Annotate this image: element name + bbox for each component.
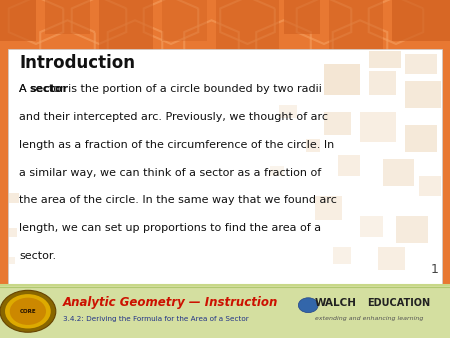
Text: a similar way, we can think of a sector as a fraction of: a similar way, we can think of a sector …: [19, 168, 322, 178]
Bar: [315, 196, 342, 220]
Text: A: A: [19, 84, 31, 95]
Bar: [369, 51, 400, 68]
Bar: [270, 166, 284, 176]
Bar: [405, 54, 436, 74]
Circle shape: [0, 290, 56, 332]
Bar: [360, 216, 382, 237]
Text: length as a fraction of the circumference of the circle. In: length as a fraction of the circumferenc…: [19, 140, 335, 150]
Text: length, we can set up proportions to find the area of a: length, we can set up proportions to fin…: [19, 223, 321, 233]
Text: EDUCATION: EDUCATION: [367, 298, 430, 308]
Text: the area of the circle. In the same way that we found arc: the area of the circle. In the same way …: [19, 195, 337, 206]
Bar: [338, 155, 360, 176]
Bar: [284, 0, 320, 34]
Text: sector.: sector.: [19, 251, 57, 261]
Text: Analytic Geometry — Instruction: Analytic Geometry — Instruction: [63, 296, 278, 309]
Bar: [333, 247, 351, 264]
Bar: [0, 0, 36, 41]
Bar: [8, 193, 19, 203]
Bar: [8, 257, 15, 264]
Text: Introduction: Introduction: [19, 54, 135, 72]
Bar: [162, 0, 207, 41]
Text: WALCH: WALCH: [315, 298, 357, 308]
Bar: [99, 0, 153, 51]
Bar: [8, 228, 17, 237]
Bar: [405, 125, 436, 152]
Bar: [396, 216, 428, 243]
Bar: [382, 159, 414, 186]
Bar: [306, 139, 319, 152]
Bar: [328, 0, 382, 51]
Circle shape: [10, 298, 46, 325]
Bar: [418, 176, 441, 196]
Bar: [0, 0, 450, 49]
Bar: [216, 0, 279, 51]
Text: CORE: CORE: [20, 309, 36, 314]
Bar: [279, 105, 297, 118]
Text: 3.4.2: Deriving the Formula for the Area of a Sector: 3.4.2: Deriving the Formula for the Area…: [63, 316, 248, 322]
Text: sector: sector: [29, 84, 68, 95]
Bar: [369, 71, 396, 95]
Bar: [8, 49, 442, 285]
Text: 1: 1: [431, 263, 439, 276]
Bar: [0, 285, 450, 338]
Text: extending and enhancing learning: extending and enhancing learning: [315, 316, 423, 321]
Bar: [324, 64, 360, 95]
Text: A sector is the portion of a circle bounded by two radii: A sector is the portion of a circle boun…: [19, 84, 322, 95]
Bar: [405, 81, 441, 108]
Circle shape: [5, 294, 51, 329]
Bar: [360, 112, 396, 142]
Bar: [45, 0, 90, 34]
Bar: [324, 112, 351, 135]
Bar: [378, 247, 405, 270]
Circle shape: [298, 298, 318, 313]
Bar: [392, 0, 450, 41]
Text: and their intercepted arc. Previously, we thought of arc: and their intercepted arc. Previously, w…: [19, 112, 328, 122]
